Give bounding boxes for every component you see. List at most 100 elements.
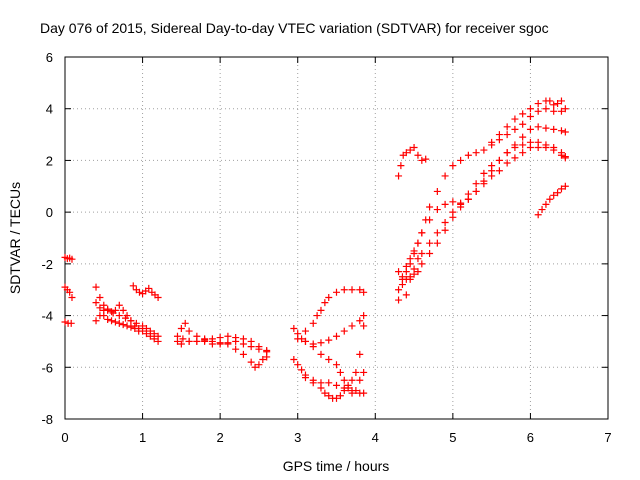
- axis-ticks: 0 1 2 3 4 5 6 7 -8 -6 -4 -2 0 2 4 6: [41, 50, 611, 445]
- series-13: [294, 286, 368, 343]
- data-point: [336, 368, 344, 376]
- data-point: [68, 293, 76, 301]
- data-point: [410, 144, 418, 151]
- data-point: [534, 123, 542, 131]
- data-point: [294, 335, 302, 343]
- data-point: [441, 172, 449, 180]
- data-point: [232, 334, 240, 342]
- data-point: [325, 356, 333, 364]
- data-point: [356, 376, 364, 384]
- series-10: [177, 332, 271, 356]
- data-point: [554, 100, 562, 108]
- data-point: [495, 167, 503, 175]
- data-point: [325, 336, 333, 344]
- data-point: [325, 379, 333, 387]
- data-point: [480, 169, 488, 177]
- data-point: [232, 345, 240, 353]
- data-point: [503, 123, 511, 131]
- data-point: [356, 350, 364, 358]
- data-point: [61, 318, 69, 326]
- data-point: [301, 327, 309, 335]
- data-point: [129, 282, 137, 290]
- data-point: [397, 162, 405, 170]
- series-18: [395, 123, 569, 281]
- data-point: [325, 392, 333, 400]
- data-point: [360, 322, 368, 330]
- data-point: [123, 312, 131, 320]
- data-point: [414, 151, 422, 159]
- data-point: [557, 107, 565, 115]
- data-point: [402, 291, 410, 299]
- y-axis-label: SDTVAR / TECUs: [7, 182, 23, 294]
- data-point: [340, 286, 348, 294]
- data-point: [68, 255, 76, 263]
- data-point: [406, 275, 414, 283]
- data-point: [239, 350, 247, 358]
- data-point: [224, 339, 232, 347]
- data-point: [309, 319, 317, 327]
- data-point: [115, 312, 123, 320]
- data-point: [534, 138, 542, 146]
- data-point: [464, 190, 472, 198]
- data-point: [550, 144, 558, 151]
- data-point: [480, 180, 488, 188]
- data-point: [418, 260, 426, 268]
- data-point: [519, 133, 527, 141]
- series-1: [61, 253, 76, 263]
- data-point: [115, 301, 123, 309]
- data-point: [127, 317, 135, 325]
- data-point: [557, 97, 565, 105]
- data-point: [457, 156, 465, 164]
- data-point: [325, 293, 333, 301]
- data-point: [255, 343, 263, 351]
- data-point: [433, 229, 441, 237]
- data-point: [92, 317, 100, 325]
- data-point: [561, 153, 569, 161]
- data-point: [426, 239, 434, 247]
- data-point: [185, 327, 193, 335]
- data-point: [433, 239, 441, 247]
- data-point: [111, 306, 119, 314]
- data-point: [123, 322, 131, 330]
- data-point: [503, 149, 511, 157]
- data-point: [333, 288, 340, 296]
- data-point: [313, 312, 321, 320]
- data-point: [251, 363, 259, 371]
- data-point: [115, 319, 123, 327]
- data-point: [449, 208, 457, 216]
- x-tick-label: 7: [604, 430, 611, 445]
- data-point: [402, 149, 410, 157]
- data-point: [511, 144, 519, 151]
- x-tick-label: 5: [449, 430, 456, 445]
- data-point: [356, 317, 364, 325]
- data-point: [146, 332, 154, 340]
- data-point: [433, 187, 441, 195]
- data-point: [395, 172, 403, 180]
- x-tick-label: 4: [372, 430, 379, 445]
- data-point: [561, 128, 569, 136]
- data-point: [131, 325, 139, 332]
- data-point: [154, 337, 162, 345]
- data-point: [150, 335, 158, 343]
- x-tick-label: 0: [61, 430, 68, 445]
- data-point: [340, 327, 348, 335]
- data-point: [255, 361, 263, 369]
- series-6: [92, 299, 143, 335]
- data-point: [352, 368, 360, 376]
- data-point: [360, 288, 368, 296]
- y-tick-label: 2: [46, 153, 53, 168]
- y-tick-label: -8: [41, 412, 53, 427]
- data-point: [495, 156, 503, 164]
- data-point: [356, 286, 364, 294]
- data-point: [352, 387, 360, 395]
- data-point: [193, 337, 201, 345]
- data-point: [216, 340, 224, 348]
- x-tick-label: 1: [139, 430, 146, 445]
- data-point: [526, 112, 534, 120]
- data-point: [135, 327, 143, 335]
- data-point: [201, 336, 209, 344]
- data-point: [542, 141, 550, 149]
- data-point: [534, 100, 542, 108]
- data-point: [92, 283, 100, 291]
- series-14: [301, 322, 368, 402]
